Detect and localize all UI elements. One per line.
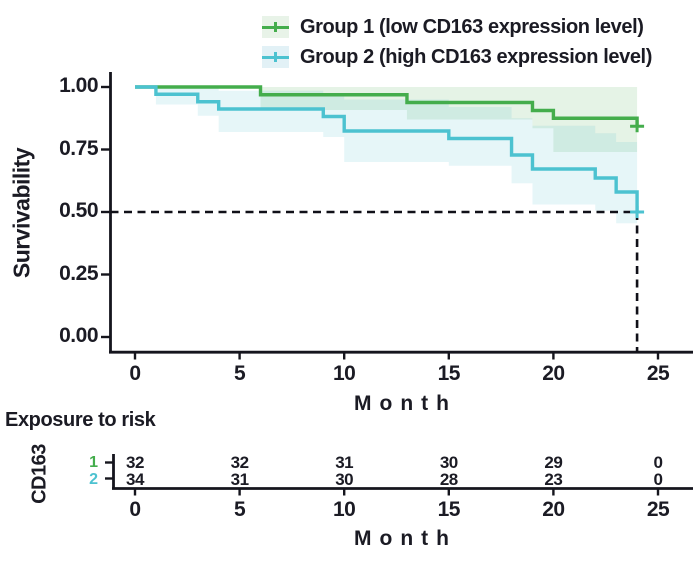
risk-count: 32 <box>230 453 249 472</box>
x-tick-label: 5 <box>234 362 246 385</box>
risk-row-label-group-2: 2 <box>89 470 98 488</box>
y-tick-label: 0.25 <box>59 261 98 285</box>
risk-x-tick-label: 5 <box>234 498 246 521</box>
legend-key-swatch <box>262 46 289 68</box>
y-tick-label: 0.50 <box>59 199 98 222</box>
risk-count: 31 <box>335 453 354 472</box>
survival-curve-group-1 <box>135 85 639 127</box>
x-tick-label: 25 <box>646 362 670 385</box>
x-tick-label: 15 <box>437 362 461 385</box>
risk-table-title: Exposure to risk <box>5 409 156 431</box>
risk-table-group-label: CD163 <box>28 444 51 504</box>
confidence-band-group-2 <box>155 87 638 237</box>
risk-count: 31 <box>230 469 249 489</box>
risk-count: 0 <box>653 453 663 472</box>
confidence-band-group-1 <box>260 87 638 152</box>
risk-count: 29 <box>544 453 563 472</box>
risk-x-tick-label: 10 <box>333 498 356 521</box>
x-tick-label: 0 <box>129 362 141 385</box>
legend-item-label: Group 1 (low CD163 expression level) <box>300 15 644 38</box>
legend-key-swatch <box>262 16 289 38</box>
risk-x-tick-label: 25 <box>646 498 670 521</box>
risk-x-tick-label: 15 <box>437 498 461 521</box>
risk-count: 30 <box>439 453 458 472</box>
risk-x-axis-title: Month <box>354 527 457 550</box>
risk-x-tick-label: 20 <box>542 498 565 521</box>
y-tick-label: 0.00 <box>59 324 98 347</box>
legend: Group 1 (low CD163 expression level) Grou… <box>262 14 652 74</box>
legend-item-label: Group 2 (high CD163 expression level) <box>300 45 652 68</box>
y-tick-label: 1.00 <box>59 74 98 97</box>
legend-item-group-2: Group 2 (high CD163 expression level) <box>262 44 652 70</box>
risk-count: 28 <box>439 469 458 489</box>
x-axis-title: Month <box>354 392 457 415</box>
censor-plus-icon <box>274 52 277 62</box>
survival-curve-group-2 <box>135 85 639 212</box>
legend-item-group-1: Group 1 (low CD163 expression level) <box>262 14 652 40</box>
y-tick-label: 0.75 <box>59 136 98 160</box>
risk-x-tick-label: 0 <box>129 498 141 521</box>
x-tick-label: 20 <box>542 362 565 385</box>
risk-row-label-group-1: 1 <box>89 454 98 471</box>
x-tick-label: 10 <box>333 362 356 385</box>
risk-count: 23 <box>544 469 563 489</box>
risk-count: 0 <box>653 469 663 489</box>
risk-count: 30 <box>335 469 354 489</box>
censor-plus-icon <box>274 22 277 32</box>
risk-count: 32 <box>126 453 144 472</box>
risk-count: 34 <box>126 469 144 489</box>
